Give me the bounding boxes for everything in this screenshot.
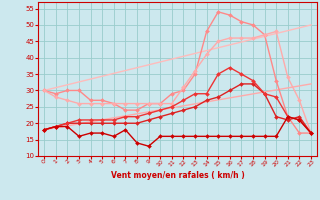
X-axis label: Vent moyen/en rafales ( km/h ): Vent moyen/en rafales ( km/h ) <box>111 171 244 180</box>
